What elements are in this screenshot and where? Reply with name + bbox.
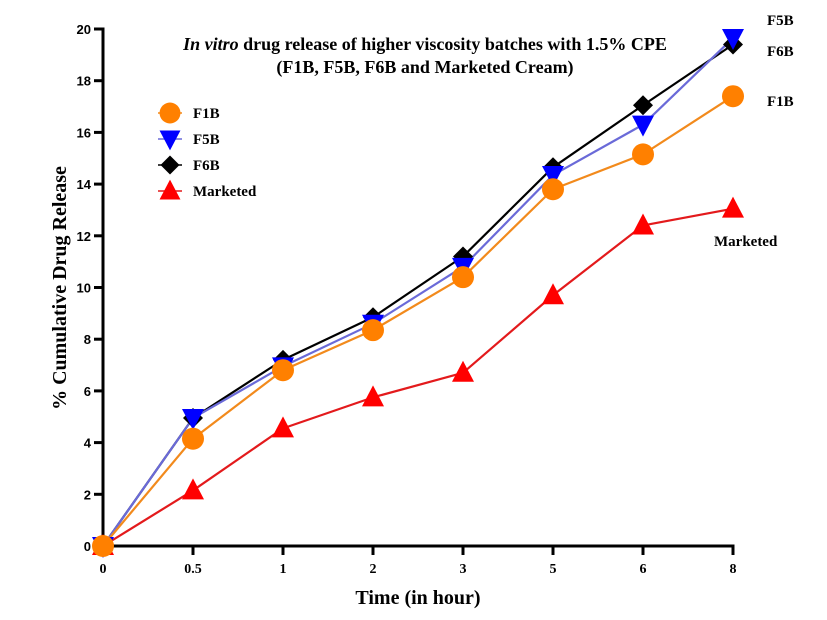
y-tick-label: 16 xyxy=(77,125,91,140)
chart-title-line2: (F1B, F5B, F6B and Marketed Cream) xyxy=(276,57,573,78)
data-point-marketed xyxy=(632,213,654,235)
series-line-marketed xyxy=(102,207,734,547)
legend-marker-marketed xyxy=(159,179,181,200)
x-tick-label: 2 xyxy=(370,562,377,577)
data-point-marketed xyxy=(182,478,204,500)
x-tick-label: 6 xyxy=(640,562,647,577)
legend-item-f6b: F6B xyxy=(158,155,220,175)
series-line-f1b xyxy=(102,95,734,547)
legend-item-f5b: F5B xyxy=(158,130,220,151)
y-tick-label: 6 xyxy=(84,384,91,399)
title-italic: In vitro xyxy=(182,34,239,54)
data-point-f1b xyxy=(452,266,474,289)
end-label-f5b: F5B xyxy=(767,13,794,29)
y-axis-title: % Cumulative Drug Release xyxy=(49,166,71,410)
data-point-marketed xyxy=(452,360,474,382)
legend-label-f6b: F6B xyxy=(193,158,220,174)
y-tick-label: 2 xyxy=(84,487,91,502)
data-point-f5b xyxy=(632,115,654,137)
chart-title: In vitro drug release of higher viscosit… xyxy=(182,34,667,78)
data-point-f5b xyxy=(182,409,204,431)
end-label-f1b: F1B xyxy=(767,94,794,110)
end-label-marketed: Marketed xyxy=(714,234,778,250)
series-marketed xyxy=(102,207,734,547)
data-point-f5b xyxy=(542,166,564,188)
y-tick-label: 4 xyxy=(84,436,92,451)
data-point-marketed xyxy=(272,416,294,438)
series-layer xyxy=(92,29,744,558)
data-point-marketed xyxy=(542,283,564,305)
series-f1b xyxy=(102,95,734,547)
x-tick-label: 8 xyxy=(730,562,737,577)
legend-marker-f5b xyxy=(159,130,181,151)
y-tick-label: 18 xyxy=(77,74,91,89)
y-tick-label: 14 xyxy=(77,177,92,192)
series-f5b xyxy=(102,37,734,547)
data-point-f1b xyxy=(542,178,564,201)
y-tick-label: 0 xyxy=(84,539,91,554)
data-point-f1b xyxy=(722,85,744,108)
data-point-marketed xyxy=(722,196,744,218)
data-point-f1b xyxy=(92,535,114,557)
legend-label-f5b: F5B xyxy=(193,132,220,148)
legend-marker-f1b xyxy=(159,102,181,124)
legend-marker-f6b xyxy=(160,155,180,175)
legend: F1B F5B F6B Marketed xyxy=(158,102,257,200)
data-point-f1b xyxy=(272,359,294,382)
data-point-marketed xyxy=(362,385,384,407)
x-tick-label: 0.5 xyxy=(184,562,202,577)
legend-item-f1b: F1B xyxy=(158,102,220,124)
x-axis-title: Time (in hour) xyxy=(355,587,480,609)
x-tick-label: 5 xyxy=(550,562,557,577)
series-markers-marketed xyxy=(92,196,744,555)
data-point-f1b xyxy=(182,427,204,450)
legend-label-marketed: Marketed xyxy=(193,184,257,200)
legend-label-f1b: F1B xyxy=(193,106,220,122)
y-tick-label: 8 xyxy=(84,332,91,347)
x-tick-label: 1 xyxy=(280,562,287,577)
end-labels: F5B F6B F1B Marketed xyxy=(714,13,794,250)
series-markers-f1b xyxy=(92,85,744,557)
chart-title-line1: In vitro drug release of higher viscosit… xyxy=(182,34,667,54)
data-point-f6b xyxy=(633,95,653,116)
y-tick-label: 12 xyxy=(77,229,91,244)
data-point-f5b xyxy=(722,29,744,51)
series-line-f5b xyxy=(102,37,734,547)
title-rest: drug release of higher viscosity batches… xyxy=(239,34,667,54)
x-tick-label: 3 xyxy=(460,562,467,577)
data-point-f1b xyxy=(632,143,654,166)
end-label-f6b: F6B xyxy=(767,44,794,60)
y-tick-label: 20 xyxy=(77,22,91,37)
legend-item-marketed: Marketed xyxy=(158,179,257,200)
data-point-f1b xyxy=(362,319,384,342)
y-tick-label: 10 xyxy=(77,281,91,296)
x-tick-label: 0 xyxy=(100,562,107,577)
